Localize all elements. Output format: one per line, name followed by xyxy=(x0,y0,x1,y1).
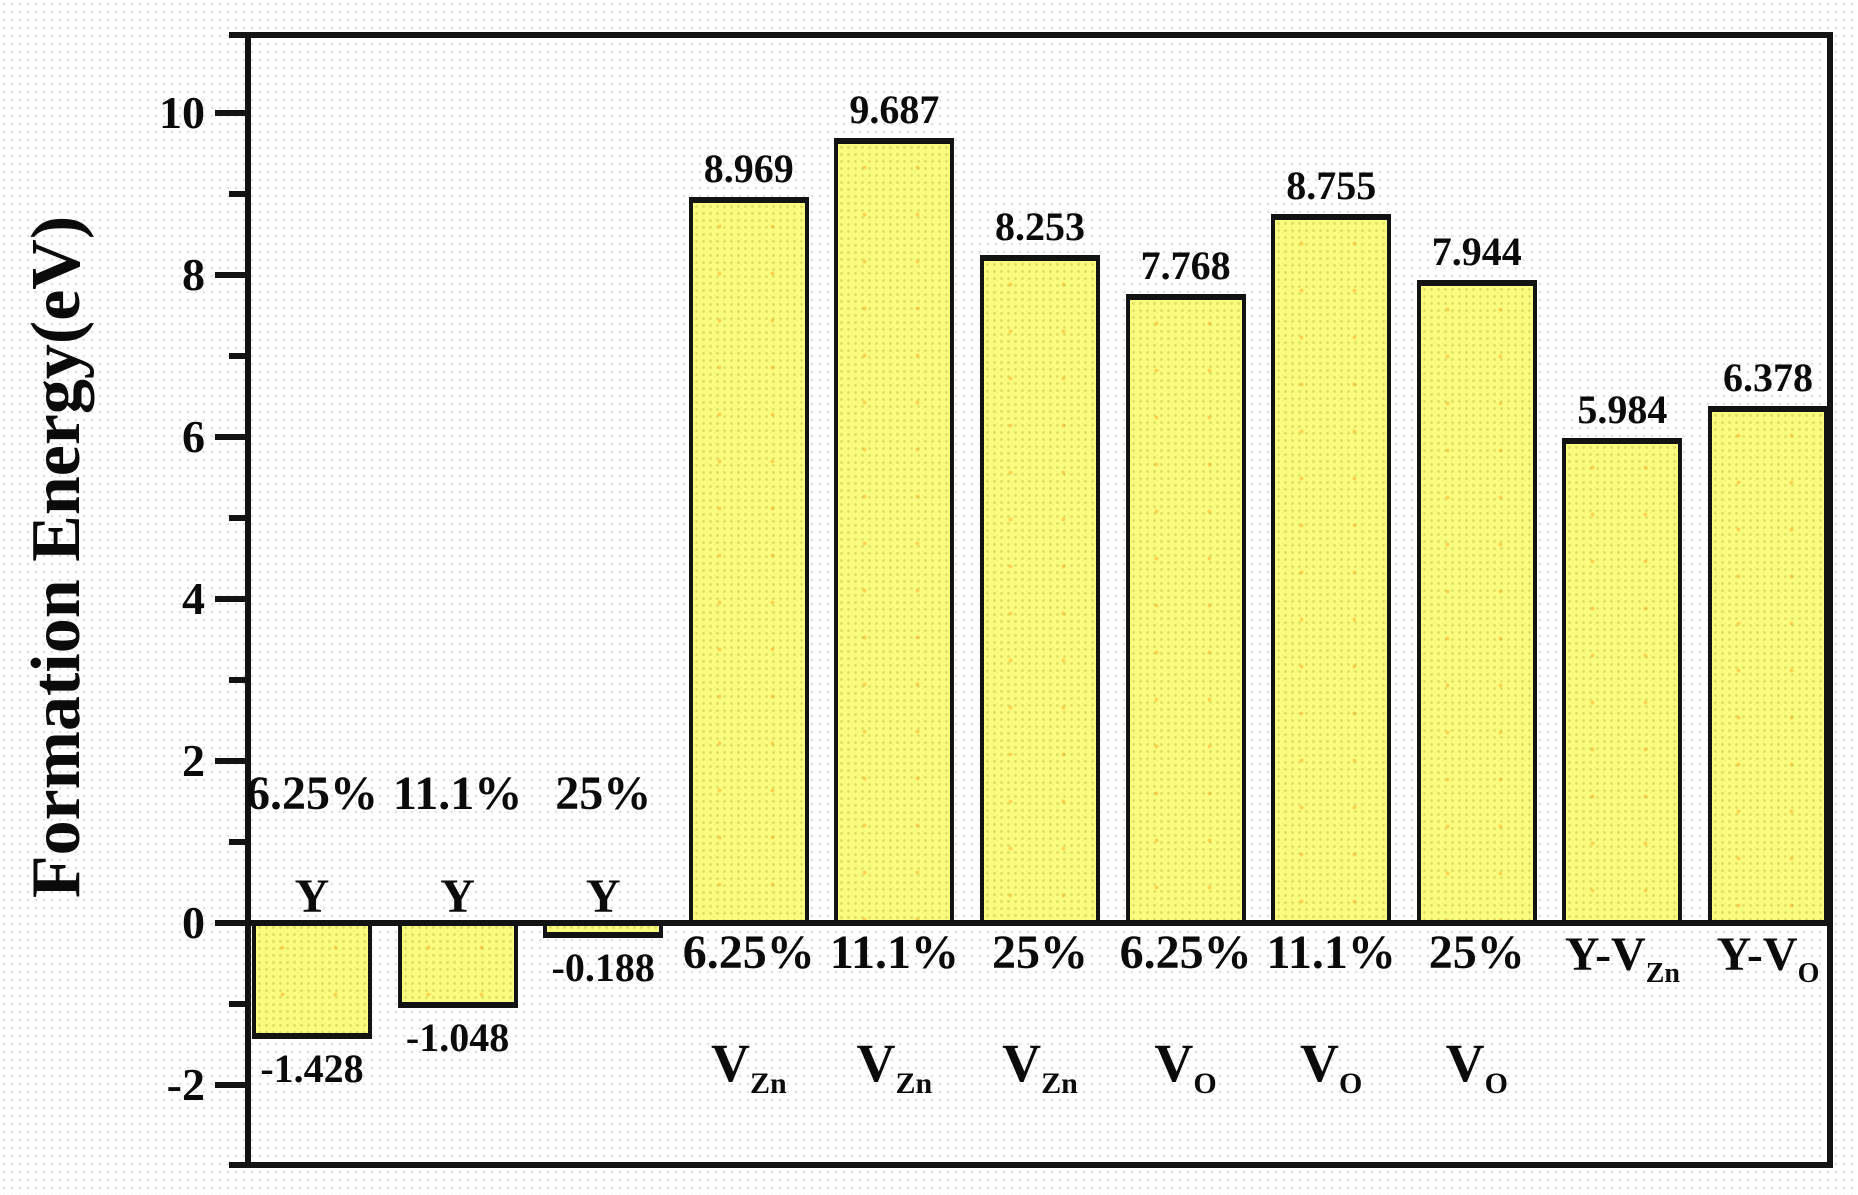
y-axis-minor-tick xyxy=(229,32,245,38)
bar-concentration-label: 11.1% xyxy=(392,767,523,820)
plot-frame xyxy=(245,32,1833,1168)
bar-value-label: 8.253 xyxy=(995,203,1085,249)
bar-species-label: Y-VZn xyxy=(1502,927,1742,1002)
bar-value-label: 8.969 xyxy=(703,145,794,191)
y-axis-minor-tick xyxy=(229,677,245,683)
bar-value-label: -1.048 xyxy=(405,1014,510,1060)
bar-V-O-25% xyxy=(1416,279,1537,926)
species-subscript: Zn xyxy=(895,1067,933,1100)
bar-species-label: VZn xyxy=(629,1031,869,1116)
bar-V-Zn-6.25% xyxy=(688,196,809,926)
y-axis-major-tick xyxy=(215,1082,245,1088)
y-axis-tick-label: 2 xyxy=(182,735,205,786)
bar-concentration-label: 11.1% xyxy=(829,926,960,979)
y-axis-minor-tick xyxy=(229,353,245,359)
bar-Y-6.25% xyxy=(252,924,372,1039)
y-axis-minor-tick xyxy=(229,1162,245,1168)
bar-concentration-label: 6.25% xyxy=(1119,926,1252,979)
bar-concentration-label: 25% xyxy=(555,767,652,820)
bar-concentration-label: 25% xyxy=(992,926,1088,979)
species-subscript: Zn xyxy=(1041,1067,1078,1100)
species-symbol: Y-V xyxy=(1716,928,1798,981)
bar-value-label: 9.687 xyxy=(849,87,940,133)
species-symbol: V xyxy=(1445,1033,1485,1093)
species-symbol: V xyxy=(1300,1033,1340,1093)
species-symbol: Y-V xyxy=(1564,928,1646,981)
bar-species-label: VO xyxy=(1066,1031,1306,1116)
bar-species-label: VZn xyxy=(920,1031,1160,1116)
species-subscript: Zn xyxy=(1645,958,1680,989)
bar-species-label: VO xyxy=(1357,1031,1597,1116)
y-axis-tick-label: 6 xyxy=(182,411,205,462)
bar-value-label: 7.944 xyxy=(1431,228,1522,274)
species-symbol: V xyxy=(1002,1033,1042,1093)
bar-value-label: -0.188 xyxy=(551,945,655,991)
y-axis-tick-label: 10 xyxy=(159,87,205,138)
y-axis-tick-label: 8 xyxy=(182,249,205,300)
y-axis-major-tick xyxy=(215,596,245,602)
species-symbol: Y xyxy=(585,870,621,923)
species-subscript: Zn xyxy=(749,1067,787,1100)
bar-species-label: Y xyxy=(483,869,723,925)
bar-value-label: 5.984 xyxy=(1577,387,1668,433)
y-axis-tick-label: -2 xyxy=(166,1059,205,1110)
bar-Y-25% xyxy=(543,924,664,939)
bar-concentration-label: 11.1% xyxy=(1266,926,1396,979)
species-symbol: Y xyxy=(440,870,475,923)
bar-species-label: Y xyxy=(192,869,432,925)
y-axis-major-tick xyxy=(215,920,245,926)
species-subscript: O xyxy=(1484,1067,1508,1100)
species-subscript: O xyxy=(1193,1067,1217,1100)
species-subscript: O xyxy=(1339,1067,1363,1100)
zero-axis-line xyxy=(251,920,1827,926)
y-axis-minor-tick xyxy=(229,191,245,197)
species-symbol: Y xyxy=(294,870,330,923)
y-axis-major-tick xyxy=(215,110,245,116)
bar-concentration-label: 6.25% xyxy=(682,926,815,979)
bar-value-label: 7.768 xyxy=(1140,242,1231,288)
y-axis-minor-tick xyxy=(229,1001,245,1007)
y-axis-minor-tick xyxy=(229,839,245,845)
y-axis-title: Formation Energy(eV) xyxy=(18,215,95,899)
y-axis-tick-label: 4 xyxy=(182,573,205,624)
bar-Y-V-O xyxy=(1708,406,1828,926)
bar-species-label: Y xyxy=(338,869,578,925)
species-symbol: V xyxy=(1154,1033,1194,1093)
species-symbol: V xyxy=(710,1033,750,1093)
bar-concentration-label: 6.25% xyxy=(246,767,378,820)
y-axis-tick-label: 0 xyxy=(182,897,205,948)
species-subscript: O xyxy=(1797,958,1820,989)
bar-V-O-6.25% xyxy=(1125,293,1246,926)
bar-species-label: VO xyxy=(1211,1031,1451,1116)
y-axis-major-tick xyxy=(215,758,245,764)
bar-Y-11.1% xyxy=(397,924,518,1008)
bar-species-label: Y-VO xyxy=(1648,927,1858,1002)
bar-Y-V-Zn xyxy=(1562,438,1683,926)
bar-V-O-11.1% xyxy=(1271,213,1392,926)
bar-value-label: -1.428 xyxy=(260,1045,364,1091)
bar-V-Zn-11.1% xyxy=(834,138,955,926)
species-symbol: V xyxy=(856,1033,896,1093)
bar-value-label: 6.378 xyxy=(1723,355,1813,401)
bar-concentration-label: 25% xyxy=(1428,926,1525,979)
y-axis-minor-tick xyxy=(229,515,245,521)
y-axis-major-tick xyxy=(215,434,245,440)
y-axis-major-tick xyxy=(215,272,245,278)
bar-value-label: 8.755 xyxy=(1286,162,1377,208)
bar-species-label: VZn xyxy=(774,1031,1014,1116)
bar-V-Zn-25% xyxy=(980,254,1100,926)
